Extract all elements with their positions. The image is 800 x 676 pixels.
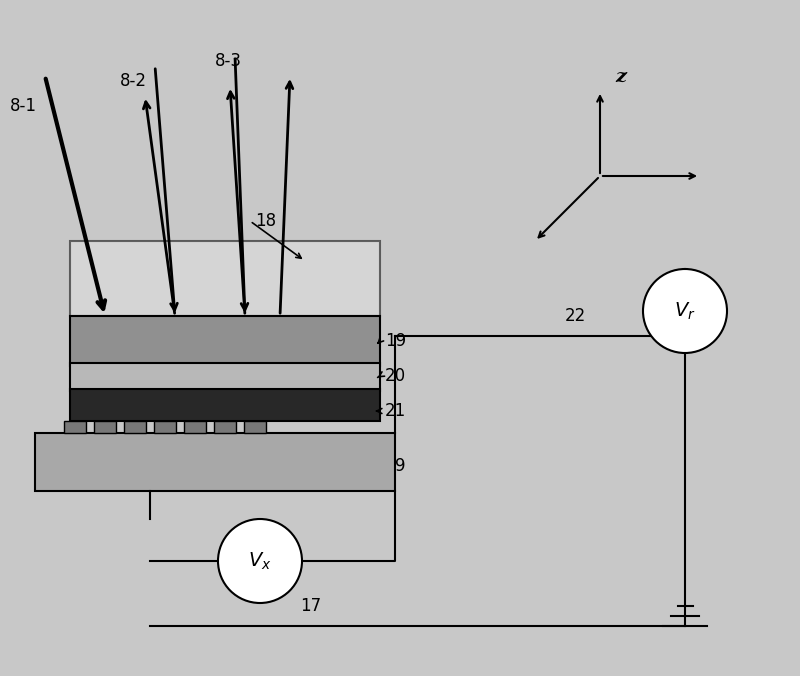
Bar xyxy=(70,363,380,391)
Text: 21: 21 xyxy=(385,402,406,420)
Text: $V_r$: $V_r$ xyxy=(674,300,696,322)
Text: z: z xyxy=(615,68,626,86)
Bar xyxy=(214,421,236,433)
Bar xyxy=(70,241,380,316)
Bar xyxy=(94,421,116,433)
Bar xyxy=(70,389,380,421)
Text: 9: 9 xyxy=(395,457,406,475)
Circle shape xyxy=(218,519,302,603)
Text: 17: 17 xyxy=(300,597,321,615)
Text: $V_x$: $V_x$ xyxy=(248,550,272,572)
Text: 20: 20 xyxy=(385,367,406,385)
Text: 8-3: 8-3 xyxy=(215,52,242,70)
Text: 18: 18 xyxy=(255,212,276,230)
Bar xyxy=(124,421,146,433)
Text: 8-2: 8-2 xyxy=(120,72,147,90)
Text: 22: 22 xyxy=(565,307,586,325)
Bar xyxy=(35,433,395,491)
Bar xyxy=(70,316,380,366)
Text: 19: 19 xyxy=(385,332,406,350)
Bar xyxy=(154,421,176,433)
Text: 8-1: 8-1 xyxy=(10,97,37,115)
Bar xyxy=(184,421,206,433)
Circle shape xyxy=(643,269,727,353)
Bar xyxy=(244,421,266,433)
Bar xyxy=(64,421,86,433)
